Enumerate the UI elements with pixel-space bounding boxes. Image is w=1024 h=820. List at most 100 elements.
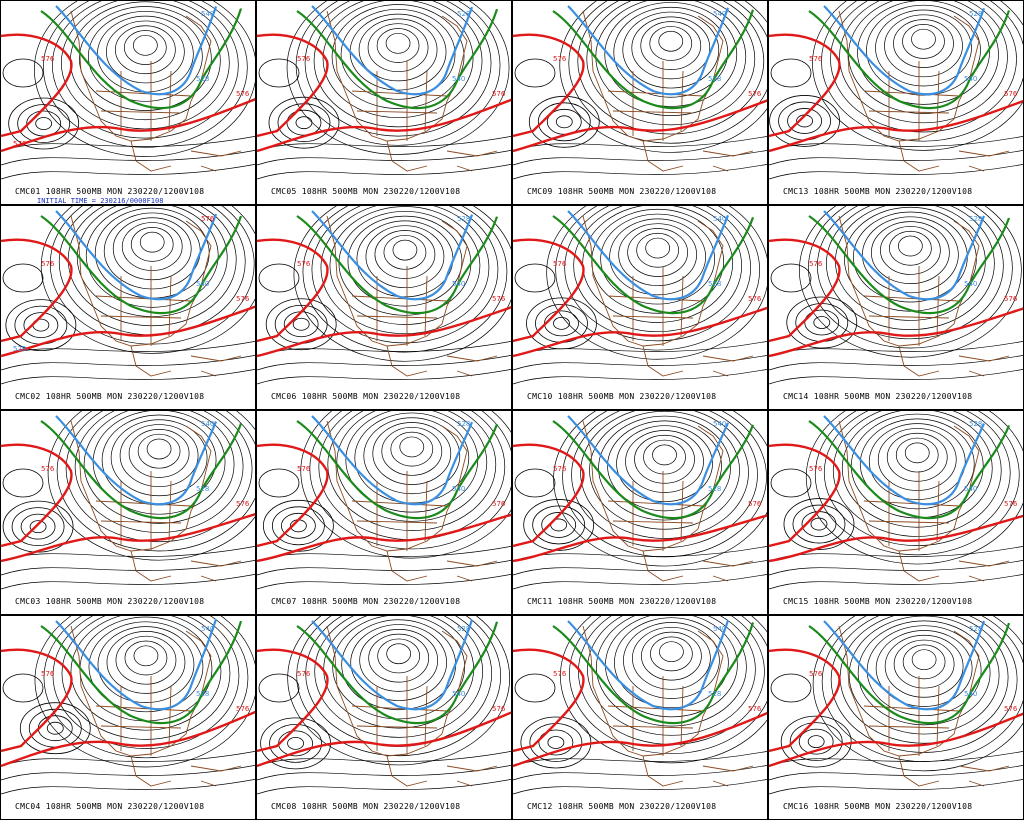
height-contour (350, 624, 448, 701)
height-contour (34, 1, 255, 157)
height-contour (322, 1, 474, 119)
contour-576 (769, 712, 1023, 768)
height-contour (271, 506, 325, 546)
height-contour (311, 206, 499, 344)
height-contour (659, 641, 684, 663)
height-contour (618, 223, 698, 287)
coastline (582, 10, 724, 142)
contour-576 (769, 99, 1023, 153)
height-contour (817, 206, 1004, 340)
height-contour (564, 206, 751, 342)
height-contour (1, 354, 255, 371)
contour-528 (311, 5, 474, 96)
contour-label: 576 (809, 55, 823, 63)
contour-label: 576 (41, 55, 55, 63)
height-contour (130, 227, 174, 262)
contour-576 (1, 443, 73, 548)
contour-label: 576 (748, 705, 762, 713)
ensemble-panel: 576 576 528 540 CMC05 108HR 500MB MON 230220… (256, 0, 512, 205)
height-contour (513, 340, 767, 357)
contour-label: 540 (964, 690, 977, 698)
panel-caption: CMC15 108HR 500MB MON 230220/1200V108 (783, 597, 973, 606)
height-contour (286, 1, 510, 155)
height-contour (523, 499, 595, 551)
height-contour (258, 673, 300, 703)
height-contour (586, 1, 756, 126)
height-contour (862, 216, 959, 294)
height-contour (537, 102, 591, 142)
height-map: 576 576 528 540 (769, 206, 1023, 385)
height-contour (513, 149, 767, 166)
geography (582, 420, 754, 582)
contour-label: 528 (196, 75, 209, 83)
height-contour (513, 368, 767, 385)
initial-time: INITIAL TIME = 230216/0000F108 (37, 197, 164, 205)
height-contour (137, 433, 181, 469)
height-contour (898, 235, 923, 257)
coastline (838, 215, 980, 347)
height-contour (546, 206, 767, 360)
height-contour (43, 616, 249, 759)
height-contour (112, 217, 192, 281)
state-borders (863, 471, 960, 551)
gulf-coast (386, 755, 498, 787)
contour-label: 528 (708, 485, 721, 493)
height-contour (332, 616, 466, 720)
coastline (326, 215, 468, 347)
contour-540 (552, 9, 755, 110)
contour-label: 540 (713, 215, 726, 223)
height-contour (769, 778, 1023, 795)
height-contour (884, 634, 964, 698)
height-contour (893, 19, 954, 68)
height-contour (770, 263, 812, 293)
height-contour (365, 225, 445, 289)
height-contour (300, 411, 511, 559)
contour-576 (769, 648, 841, 753)
height-contour (786, 296, 858, 349)
height-contour (569, 616, 767, 755)
height-contour (8, 97, 80, 150)
height-contour (17, 104, 71, 143)
height-map: 576 576 528 540 (257, 411, 511, 590)
ensemble-panel: 576 576 540 528 CMC12 108HR 500MB MON 230220… (512, 615, 768, 820)
height-contour (832, 411, 1002, 537)
contour-label: 576 (201, 215, 215, 223)
height-contour (11, 507, 65, 547)
contour-label: 576 (492, 90, 506, 98)
ensemble-panel: 576 576 540 528 CMC09 108HR 500MB MON 230220… (512, 0, 768, 205)
gulf-coast (386, 550, 498, 582)
height-contour (103, 212, 201, 290)
height-contour (875, 630, 973, 707)
state-borders (351, 266, 448, 346)
height-contour (514, 673, 556, 703)
height-map: 576 576 528 540 (257, 616, 511, 795)
gulf-coast (130, 755, 242, 787)
height-contour (589, 411, 740, 530)
contour-label: 576 (297, 465, 311, 473)
contour-576 (769, 443, 841, 548)
height-contour (598, 415, 731, 521)
height-contour (34, 616, 255, 768)
contour-label: 576 (1004, 295, 1018, 303)
height-contour (770, 673, 812, 703)
contour-540 (808, 622, 1011, 725)
contour-576 (257, 33, 329, 138)
height-contour (792, 504, 846, 544)
height-contour (902, 24, 945, 59)
height-contour (812, 1, 1023, 151)
height-contour (884, 14, 963, 78)
contour-label: 528 (457, 625, 470, 633)
height-contour (128, 429, 190, 478)
contour-576 (257, 711, 511, 768)
height-map: 576 576 540 528 (513, 411, 767, 590)
gulf-coast (642, 550, 754, 582)
state-borders (607, 471, 704, 551)
contour-label: 528 (457, 215, 470, 223)
height-contour (386, 643, 412, 665)
height-contour (853, 211, 968, 303)
coastline (326, 625, 468, 757)
height-contour (789, 722, 843, 762)
height-contour (5, 299, 77, 351)
height-contour (769, 135, 1023, 152)
contour-576 (769, 514, 1023, 563)
